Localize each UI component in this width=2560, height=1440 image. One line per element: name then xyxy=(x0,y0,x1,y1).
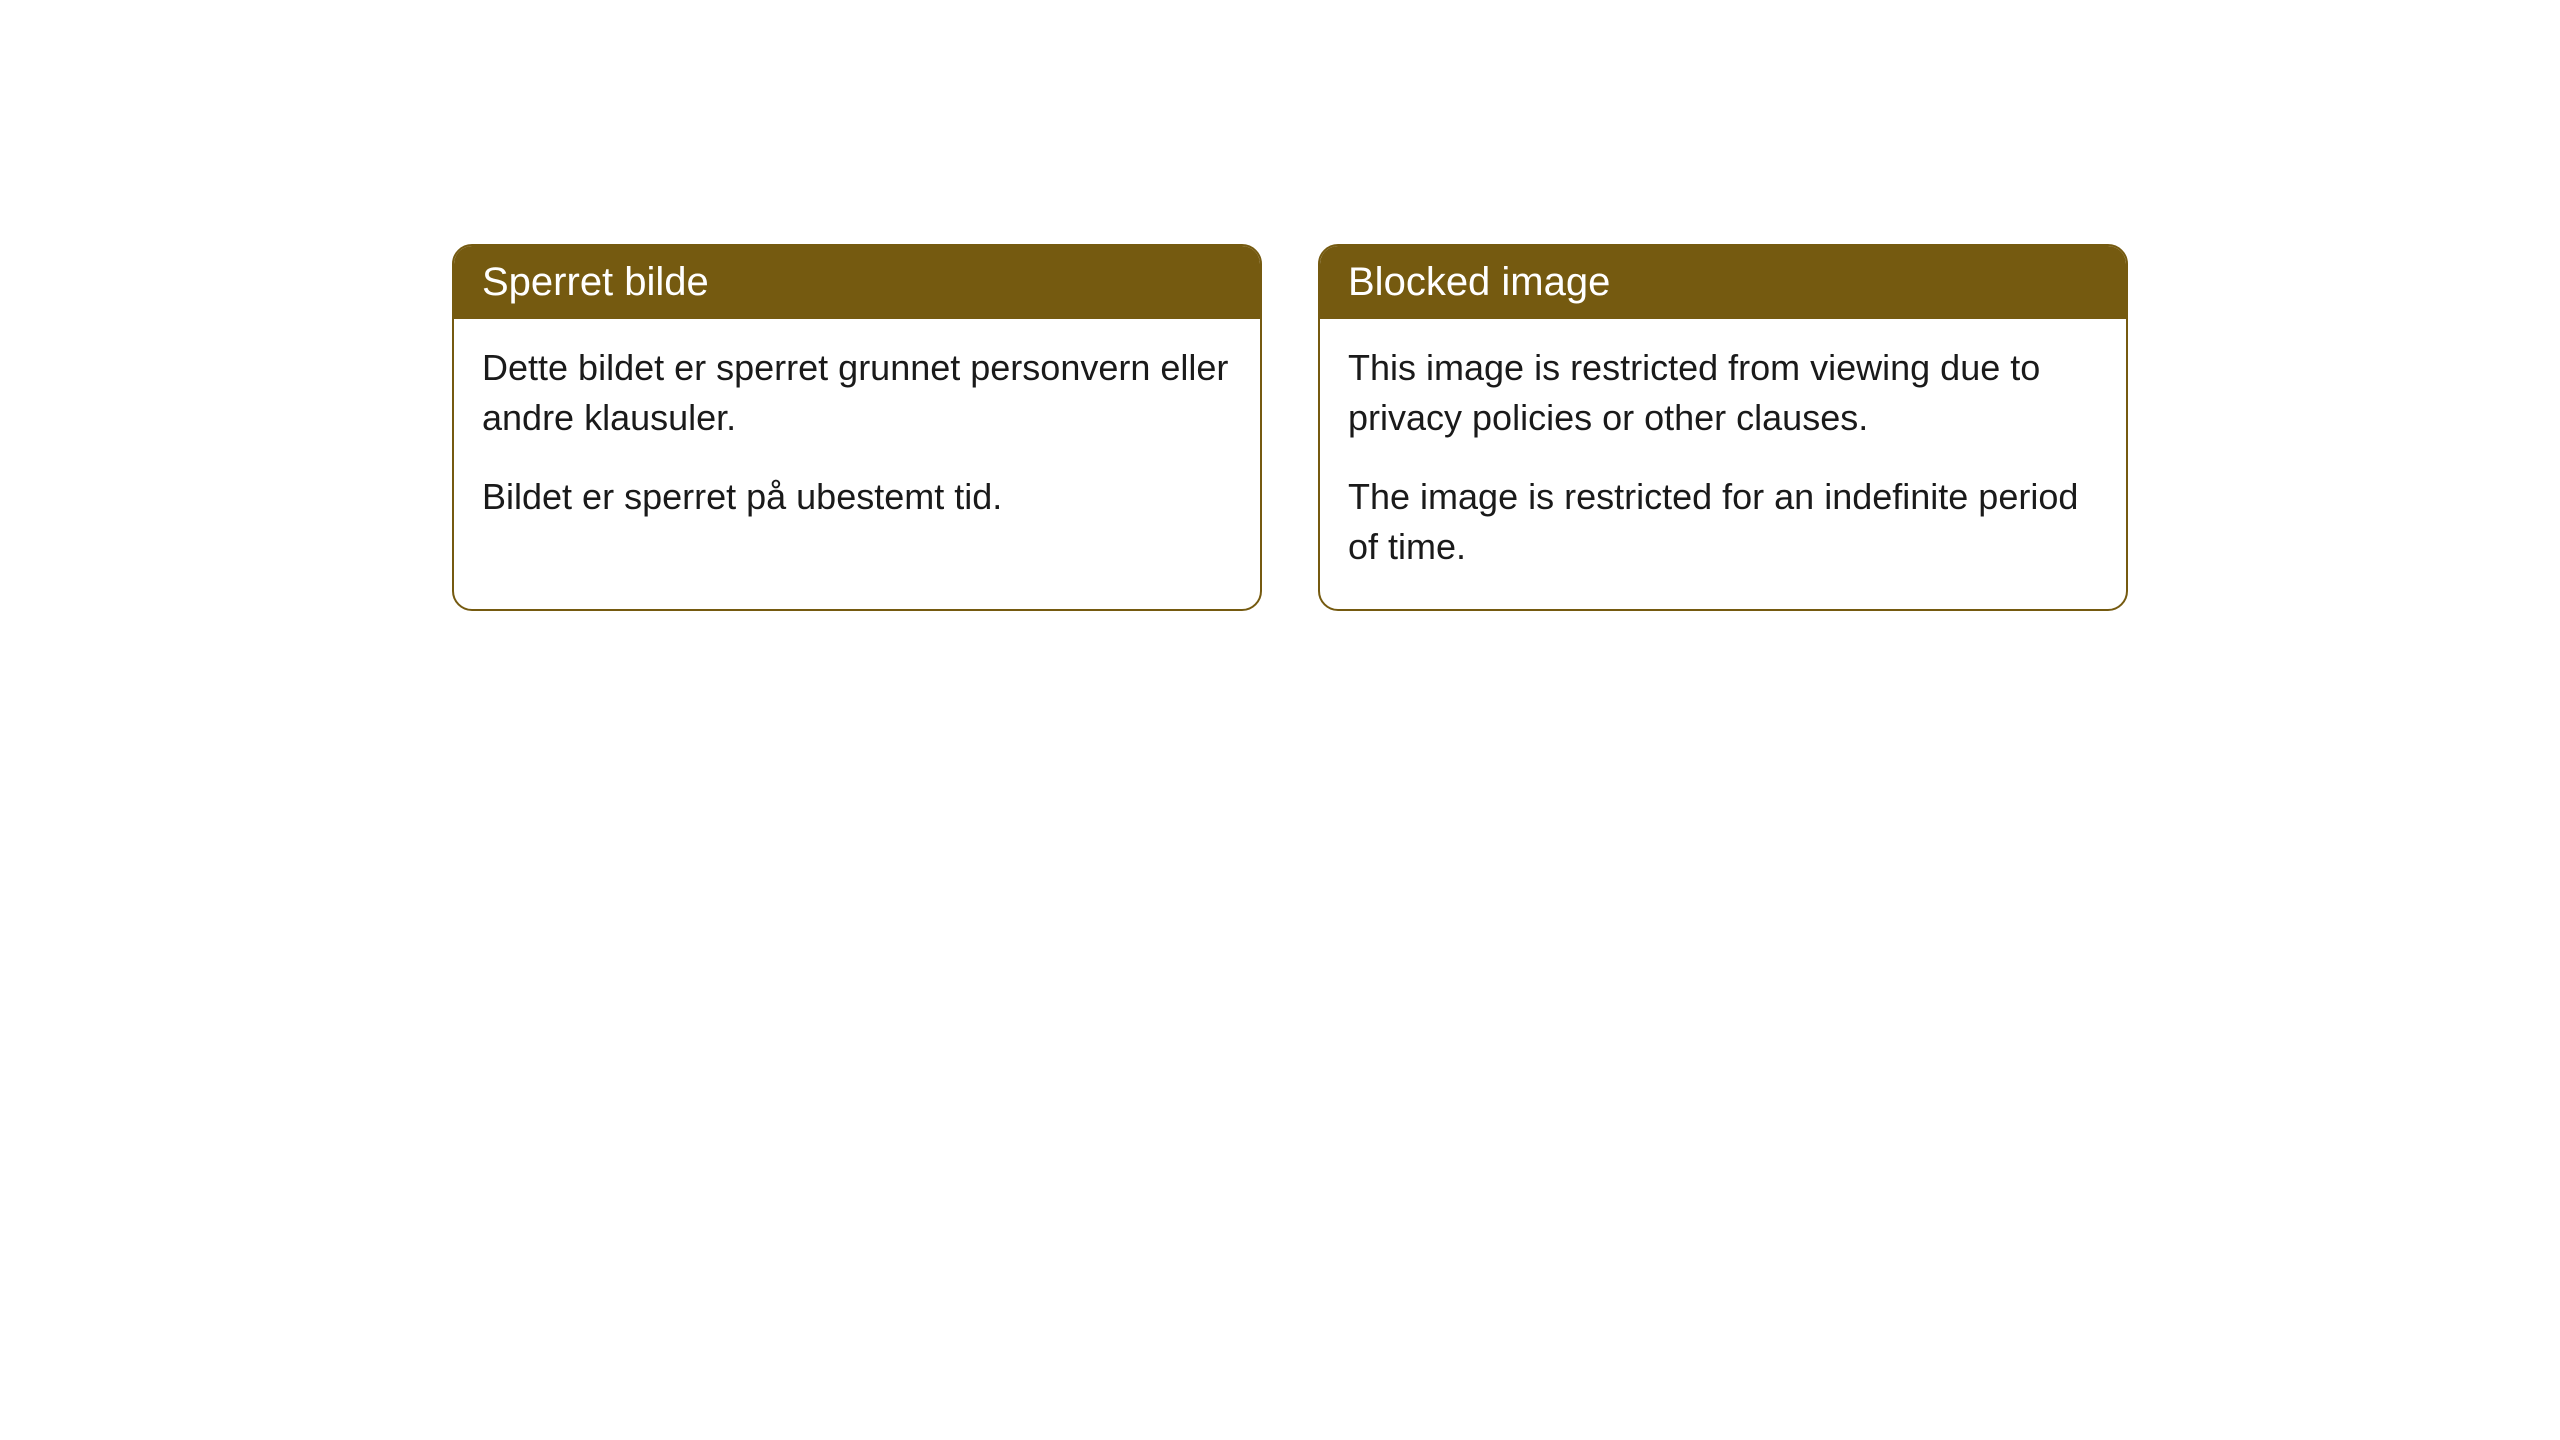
notice-card-english: Blocked image This image is restricted f… xyxy=(1318,244,2128,611)
notice-cards-container: Sperret bilde Dette bildet er sperret gr… xyxy=(452,244,2128,611)
notice-card-norwegian: Sperret bilde Dette bildet er sperret gr… xyxy=(452,244,1262,611)
card-title: Blocked image xyxy=(1348,260,1610,304)
card-body: Dette bildet er sperret grunnet personve… xyxy=(454,319,1260,558)
card-header: Sperret bilde xyxy=(454,246,1260,319)
card-paragraph: Dette bildet er sperret grunnet personve… xyxy=(482,343,1232,444)
card-title: Sperret bilde xyxy=(482,260,709,304)
card-body: This image is restricted from viewing du… xyxy=(1320,319,2126,609)
card-paragraph: This image is restricted from viewing du… xyxy=(1348,343,2098,444)
card-header: Blocked image xyxy=(1320,246,2126,319)
card-paragraph: Bildet er sperret på ubestemt tid. xyxy=(482,472,1232,522)
card-paragraph: The image is restricted for an indefinit… xyxy=(1348,472,2098,573)
